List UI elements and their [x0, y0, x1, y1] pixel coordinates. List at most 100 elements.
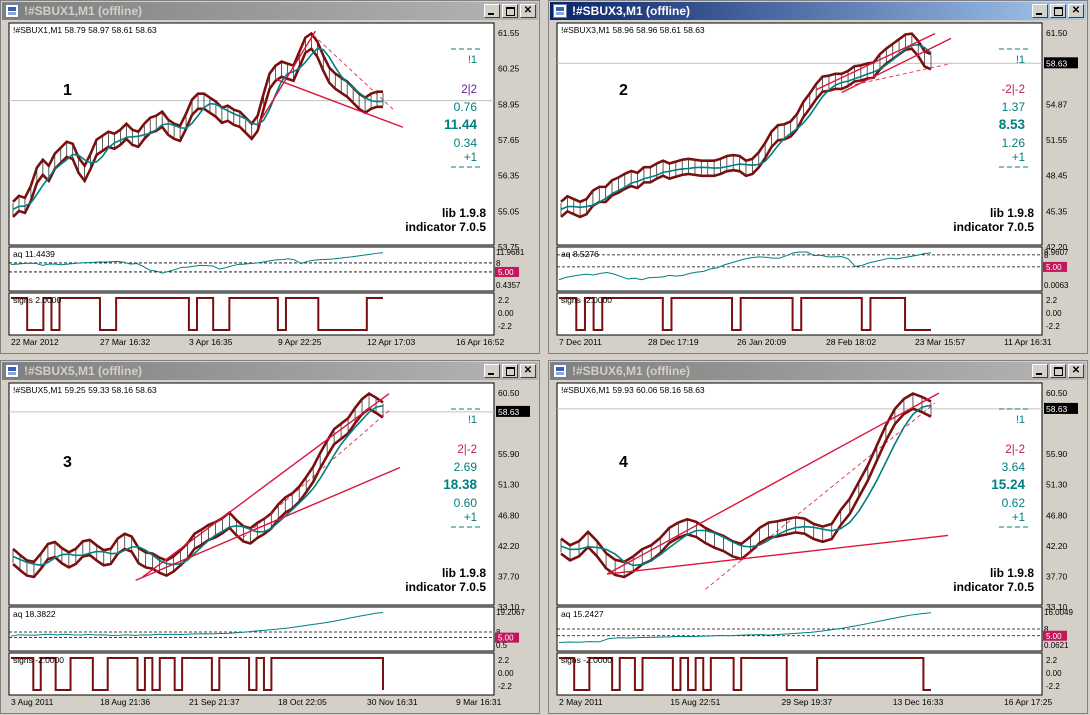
close-button[interactable] — [1068, 364, 1084, 378]
minimize-button[interactable] — [1032, 364, 1048, 378]
price-axis-label: 53.75 — [498, 242, 520, 252]
signs-indicator-label: signs 2.0000 — [13, 295, 61, 305]
date-axis-label: 9 Apr 22:25 — [278, 337, 322, 347]
info-value-3: 0.34 — [454, 136, 478, 150]
maximize-button[interactable] — [502, 364, 518, 378]
price-axis-label: 56.35 — [498, 171, 520, 181]
trend-line-dashed — [705, 402, 936, 590]
close-button[interactable] — [520, 4, 536, 18]
aq-indicator-label: aq 15.2427 — [561, 609, 604, 619]
chart-number-label: 4 — [619, 454, 628, 471]
lower-envelope-line — [12, 407, 384, 579]
signs-scale-label: 0.00 — [1046, 309, 1062, 318]
chart-area[interactable]: !#SBUX6,M1 59.93 60.06 58.16 58.63 4 !1 2|-… — [551, 381, 1085, 711]
trend-line — [142, 393, 390, 578]
chart-area[interactable]: !#SBUX1,M1 58.79 58.97 58.61 58.63 1 !1 2|2… — [3, 21, 537, 351]
maximize-button[interactable] — [1050, 364, 1066, 378]
price-axis-label: 51.30 — [498, 480, 520, 490]
info-ratio: 2|-2 — [1005, 444, 1025, 456]
price-axis-label: 61.55 — [498, 28, 520, 38]
maximize-button[interactable] — [1050, 4, 1066, 18]
info-value-2: 15.24 — [991, 477, 1025, 492]
price-axis-label: 42.20 — [498, 541, 520, 551]
chart-window-sbux1[interactable]: !#SBUX1,M1 (offline) !#SBUX1,M1 58.79 58… — [0, 0, 540, 354]
signs-line — [559, 297, 931, 331]
info-value-3: 1.26 — [1002, 136, 1026, 150]
signs-indicator-panel — [556, 652, 1043, 696]
minimize-button[interactable] — [484, 364, 500, 378]
window-titlebar[interactable]: !#SBUX3,M1 (offline) — [550, 2, 1086, 20]
chart-window-sbux6[interactable]: !#SBUX6,M1 (offline) !#SBUX6,M1 59.93 60… — [548, 360, 1088, 714]
signs-line — [559, 657, 931, 691]
upper-envelope-line — [560, 392, 932, 564]
price-axis-label: 46.80 — [1046, 510, 1068, 520]
date-axis-label: 29 Sep 19:37 — [782, 697, 833, 707]
chart-window-sbux5[interactable]: !#SBUX5,M1 (offline) !#SBUX5,M1 59.25 59… — [0, 360, 540, 714]
aq-level-tag — [1043, 630, 1067, 641]
date-axis-label: 18 Aug 21:36 — [100, 697, 150, 707]
current-price-tag — [496, 405, 530, 417]
price-axis-label: 45.35 — [1046, 206, 1068, 216]
signs-indicator-panel — [8, 652, 495, 696]
aq-scale-8: 8 — [1044, 625, 1049, 634]
signs-scale-label: 0.00 — [498, 669, 514, 678]
indicator-version-label: indicator 7.0.5 — [405, 580, 486, 594]
info-value-2: 18.38 — [443, 477, 477, 492]
signs-line — [11, 657, 384, 691]
close-button[interactable] — [1068, 4, 1084, 18]
aq-line — [558, 251, 932, 281]
chart-area[interactable]: !#SBUX3,M1 58.96 58.96 58.61 58.63 2 !1 -2|… — [551, 21, 1085, 351]
signs-scale-label: 0.00 — [498, 309, 514, 318]
indicator-version-label: indicator 7.0.5 — [953, 220, 1034, 234]
maximize-button[interactable] — [502, 4, 518, 18]
price-axis-label: 54.87 — [1046, 99, 1068, 109]
info-value-4: +1 — [1012, 512, 1025, 524]
chart-header-ohlc: !#SBUX6,M1 59.93 60.06 58.16 58.63 — [561, 385, 705, 395]
aq-scale-max: 8.9607 — [1044, 248, 1069, 257]
trend-line — [815, 33, 936, 91]
trend-line — [257, 30, 316, 126]
signs-scale-label: 2.2 — [1046, 656, 1058, 665]
window-title: !#SBUX1,M1 (offline) — [24, 4, 143, 18]
chart-window-sbux3[interactable]: !#SBUX3,M1 (offline) !#SBUX3,M1 58.96 58… — [548, 0, 1088, 354]
trend-line — [135, 466, 401, 581]
chart-area[interactable]: !#SBUX5,M1 59.25 59.33 58.16 58.63 3 !1 2|-… — [3, 381, 537, 711]
date-axis-label: 12 Apr 17:03 — [367, 337, 415, 347]
aq-level-tag — [1043, 261, 1067, 272]
aq-line — [10, 252, 384, 274]
signs-scale-label: 0.00 — [1046, 669, 1062, 678]
close-button[interactable] — [520, 364, 536, 378]
date-axis-label: 2 May 2011 — [559, 697, 603, 707]
signs-indicator-label: signs -2.0000 — [13, 655, 64, 665]
info-value-4: +1 — [464, 152, 477, 164]
moving-average-line — [560, 43, 932, 211]
chart-window-icon — [5, 4, 19, 18]
signs-scale-label: 2.2 — [498, 656, 510, 665]
aq-scale-5: 5.00 — [1046, 632, 1062, 641]
info-value-3: 0.62 — [1002, 496, 1026, 510]
date-axis-label: 16 Apr 16:52 — [456, 337, 504, 347]
main-chart-panel — [556, 22, 1043, 246]
chart-header-ohlc: !#SBUX1,M1 58.79 58.97 58.61 58.63 — [13, 25, 157, 35]
aq-scale-5: 5.00 — [1046, 263, 1062, 272]
current-price-label: 58.63 — [498, 407, 520, 417]
window-titlebar[interactable]: !#SBUX1,M1 (offline) — [2, 2, 538, 20]
aq-indicator-panel — [8, 606, 495, 652]
info-value-2: 11.44 — [444, 117, 478, 132]
date-axis-label: 13 Dec 16:33 — [893, 697, 944, 707]
aq-indicator-label: aq 18.3822 — [13, 609, 56, 619]
info-value-3: 0.60 — [454, 496, 478, 510]
window-titlebar[interactable]: !#SBUX5,M1 (offline) — [2, 362, 538, 380]
minimize-button[interactable] — [484, 4, 500, 18]
upper-envelope-line — [12, 392, 384, 564]
trend-line — [606, 392, 940, 575]
moving-average-line — [12, 47, 384, 211]
price-axis-label: 60.50 — [1046, 388, 1068, 398]
price-axis-label: 57.65 — [498, 135, 520, 145]
current-price-tag — [1044, 402, 1078, 414]
window-titlebar[interactable]: !#SBUX6,M1 (offline) — [550, 362, 1086, 380]
aq-indicator-label: aq 11.4439 — [13, 249, 55, 259]
current-price-label: 58.63 — [1046, 404, 1068, 414]
signs-scale-label: -2.2 — [498, 322, 512, 331]
minimize-button[interactable] — [1032, 4, 1048, 18]
